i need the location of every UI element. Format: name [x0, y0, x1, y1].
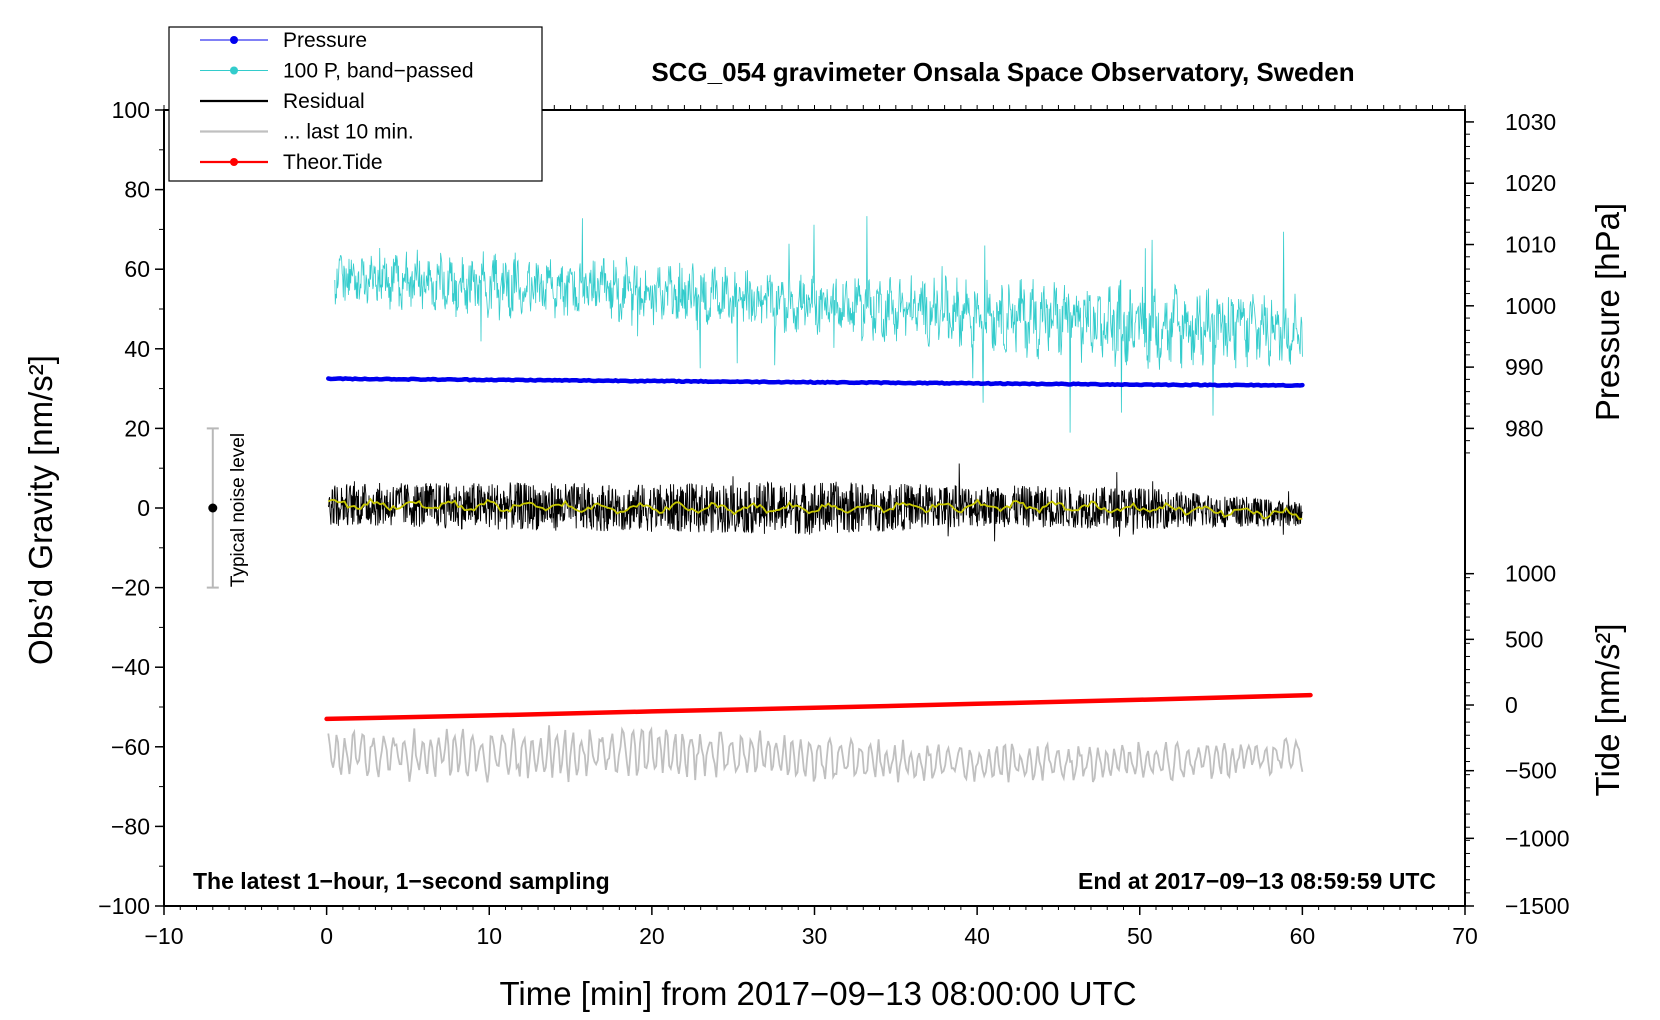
annotation-end-time: End at 2017−09−13 08:59:59 UTC	[1078, 868, 1436, 894]
pressure-tick-label: 990	[1505, 354, 1543, 380]
pressure-tick-label: 980	[1505, 415, 1543, 441]
pressure-axis-title: Pressure [hPa]	[1589, 203, 1626, 421]
legend-marker	[230, 158, 238, 166]
legend-label: Theor.Tide	[283, 151, 383, 174]
x-tick-label: 40	[964, 923, 990, 949]
x-axis-title: Time [min] from 2017−09−13 08:00:00 UTC	[499, 975, 1136, 1012]
pressure-tick-label: 1000	[1505, 293, 1556, 319]
x-tick-label: 70	[1452, 923, 1478, 949]
y-tick-label: −60	[111, 734, 150, 760]
x-tick-label: 50	[1127, 923, 1153, 949]
ticks-layer: −10 0 10 20 30 40 50 60 70−100−80−60−40−20020406…	[98, 97, 1569, 949]
x-tick-label: 60	[1290, 923, 1316, 949]
y-tick-label: −20	[111, 575, 150, 601]
x-tick-label: 20	[639, 923, 665, 949]
series-band-passed-pressure	[334, 216, 1303, 433]
data-layer	[324, 216, 1313, 783]
y-tick-label: −40	[111, 654, 150, 680]
y-tick-label: 80	[124, 177, 150, 203]
y-tick-label: −80	[111, 813, 150, 839]
tide-tick-label: −500	[1505, 758, 1557, 784]
legend-label: Residual	[283, 90, 365, 113]
legend-label: Pressure	[283, 29, 367, 52]
x-tick-label: 30	[802, 923, 828, 949]
noise-bar-dot	[208, 503, 218, 513]
legend-box	[168, 26, 543, 182]
y-tick-label: 100	[112, 97, 150, 123]
legend-marker	[230, 66, 238, 75]
y-tick-label: 40	[124, 336, 150, 362]
chart-title: SCG_054 gravimeter Onsala Space Observat…	[651, 57, 1354, 87]
tide-axis-title: Tide [nm/s²]	[1589, 624, 1626, 797]
y-tick-label: −100	[98, 893, 150, 919]
tide-tick-label: −1500	[1505, 893, 1570, 919]
x-tick-label: −10	[144, 923, 183, 949]
series-last-10-min	[327, 725, 1304, 783]
x-tick-label: 0	[320, 923, 333, 949]
series-pressure	[326, 376, 1305, 389]
series-residual	[327, 463, 1303, 542]
pressure-tick-label: 1010	[1505, 232, 1556, 258]
series-residual-smoothed	[327, 497, 1303, 520]
tide-tick-label: 1000	[1505, 561, 1556, 587]
tide-tick-label: 500	[1505, 626, 1543, 652]
y-tick-label: 0	[137, 495, 150, 521]
noise-label: Typical noise level	[228, 433, 249, 587]
legend-marker	[230, 36, 238, 44]
noise-bar	[206, 427, 219, 589]
pressure-tick-label: 1020	[1505, 170, 1556, 196]
legend: Pressure 100 P, band−passed Residual ... la…	[168, 26, 543, 182]
annotation-sampling: The latest 1−hour, 1−second sampling	[193, 868, 610, 894]
y-tick-label: 60	[124, 256, 150, 282]
plot-frame	[163, 109, 1466, 907]
tide-tick-label: −1000	[1505, 825, 1570, 851]
series-theor-tide	[324, 692, 1313, 722]
legend-label: ... last 10 min.	[283, 121, 414, 144]
legend-label: 100 P, band−passed	[283, 60, 474, 83]
pressure-tick-label: 1030	[1505, 109, 1556, 135]
y-tick-label: 20	[124, 415, 150, 441]
tide-tick-label: 0	[1505, 692, 1518, 718]
y-axis-title: Obs’d Gravity [nm/s²]	[22, 355, 59, 665]
x-tick-label: 10	[476, 923, 502, 949]
